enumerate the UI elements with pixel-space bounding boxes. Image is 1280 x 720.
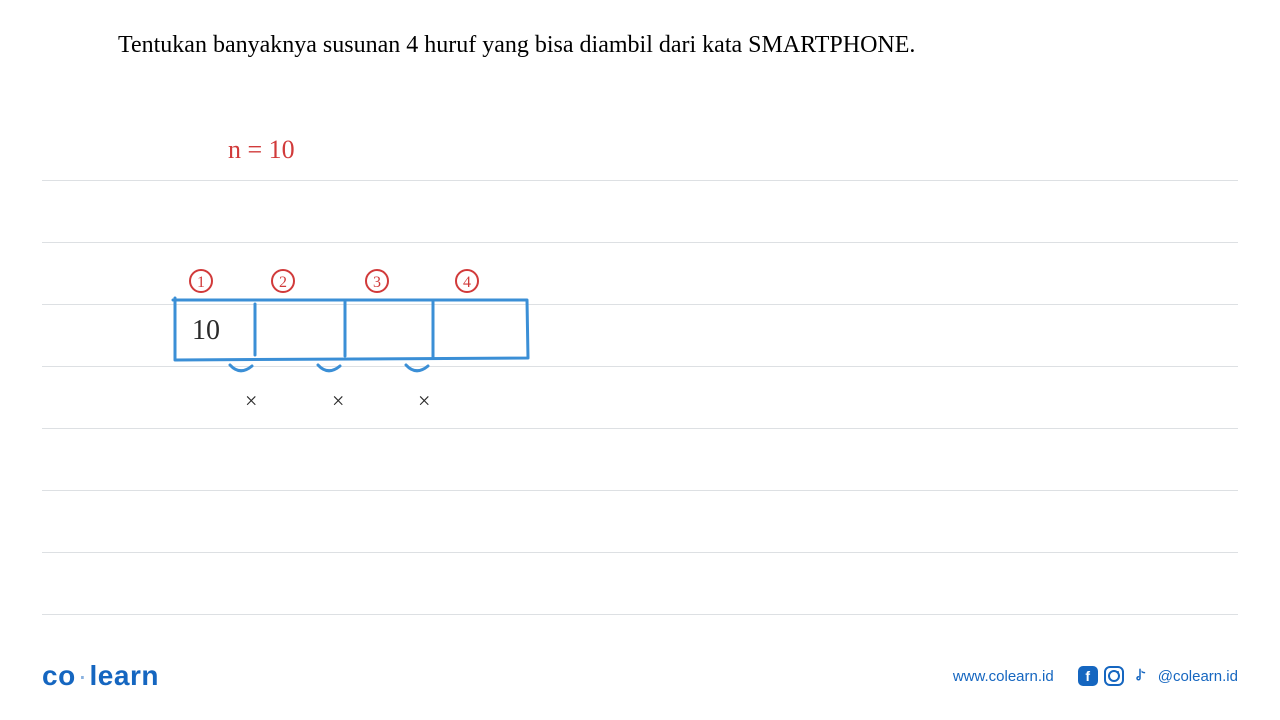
slot-boxes	[170, 280, 570, 410]
footer-right: www.colearn.id f @colearn.id	[953, 666, 1238, 686]
social-handle: @colearn.id	[1158, 668, 1238, 685]
multiply-mark-3: ×	[418, 388, 430, 414]
social-icons: f @colearn.id	[1078, 666, 1238, 686]
multiply-mark-2: ×	[332, 388, 344, 414]
ruled-line	[42, 552, 1238, 553]
multiply-mark-1: ×	[245, 388, 257, 414]
website-url: www.colearn.id	[953, 668, 1054, 685]
ruled-line	[42, 490, 1238, 491]
slot-value-1: 10	[192, 315, 220, 347]
ruled-line	[42, 242, 1238, 243]
facebook-icon: f	[1078, 666, 1098, 686]
ruled-line	[42, 614, 1238, 615]
footer: co·learn www.colearn.id f @colearn.id	[42, 660, 1238, 692]
question-text: Tentukan banyaknya susunan 4 huruf yang …	[118, 32, 915, 59]
tiktok-icon	[1130, 666, 1150, 686]
logo-learn: learn	[90, 660, 159, 691]
instagram-icon	[1104, 666, 1124, 686]
ruled-line	[42, 428, 1238, 429]
brand-logo: co·learn	[42, 660, 159, 692]
logo-co: co	[42, 660, 76, 691]
n-equation: n = 10	[228, 135, 295, 165]
ruled-line	[42, 180, 1238, 181]
logo-dot: ·	[78, 660, 88, 691]
